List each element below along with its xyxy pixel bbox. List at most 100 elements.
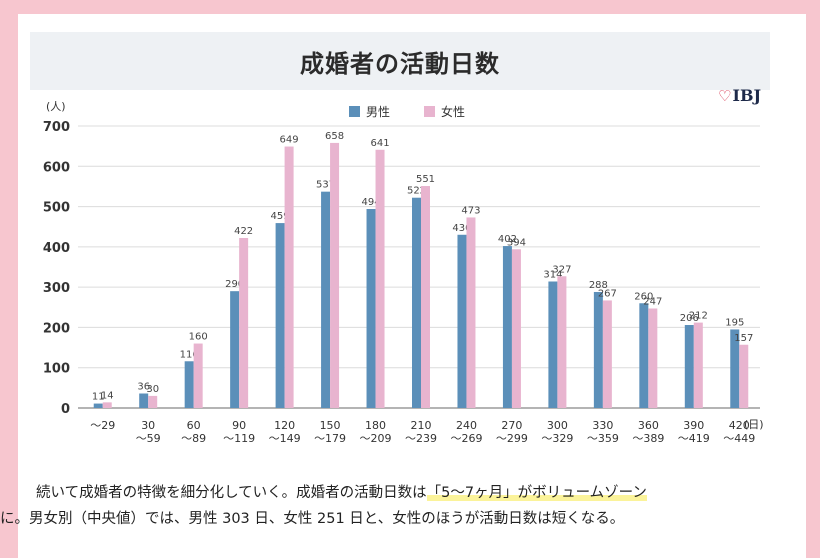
bar-male (457, 234, 467, 408)
data-label: 36 (137, 381, 150, 392)
legend-swatch (424, 106, 435, 117)
chart-title-band: 成婚者の活動日数 (30, 32, 770, 90)
bar-female (421, 186, 430, 408)
x-tick-label: 120 (274, 419, 295, 432)
data-label: 430 (452, 223, 471, 234)
data-label: 206 (680, 313, 699, 324)
data-label: 537 (316, 180, 335, 191)
data-label: 30 (146, 384, 159, 395)
bar-male (684, 325, 694, 408)
y-tick-label: 0 (61, 402, 70, 417)
x-tick-label: 330 (592, 419, 613, 432)
data-label: 394 (507, 237, 526, 248)
x-tick-label: 420 (729, 419, 750, 432)
data-label: 157 (734, 333, 753, 344)
x-tick-label: 270 (501, 419, 522, 432)
data-label: 195 (725, 317, 744, 328)
data-label: 116 (180, 349, 199, 360)
x-tick-label: 60 (187, 419, 201, 432)
legend-label: 男性 (366, 105, 390, 119)
chart-title: 成婚者の活動日数 (300, 49, 500, 78)
bar-female (602, 300, 612, 408)
bar-female (148, 395, 158, 408)
x-tick-label: 〜29 (90, 419, 115, 432)
bar-male (366, 208, 376, 408)
paragraph-line-1: 続いて成婚者の特徴を細分化していく。成婚者の活動日数は「5〜7ヶ月」がボリューム… (36, 480, 647, 506)
x-tick-label: 360 (638, 419, 659, 432)
bar-female (511, 249, 521, 408)
y-tick-label: 600 (43, 160, 70, 175)
data-label: 267 (598, 288, 617, 299)
bar-male (502, 246, 512, 408)
data-label: 649 (280, 135, 299, 146)
bar-male (730, 329, 740, 408)
x-tick-label: 〜59 (136, 432, 161, 445)
x-tick-label: 〜149 (269, 432, 301, 445)
x-unit-label: (日) (744, 418, 764, 431)
x-tick-label: 〜209 (360, 432, 392, 445)
bar-female (648, 308, 658, 408)
data-label: 327 (552, 264, 571, 275)
x-tick-label: 〜119 (223, 432, 255, 445)
highlighted-text: 「5〜7ヶ月」がボリュームゾーン (426, 485, 647, 501)
x-tick-label: 〜239 (405, 432, 437, 445)
data-label: 402 (498, 234, 517, 245)
bar-female (330, 142, 340, 409)
bar-female (102, 402, 112, 408)
heart-icon: ♡ (718, 87, 732, 105)
x-tick-label: 390 (683, 419, 704, 432)
x-tick-label: 〜89 (181, 432, 206, 445)
data-label: 290 (225, 279, 244, 290)
y-tick-label: 400 (43, 241, 70, 256)
x-tick-label: 〜329 (541, 432, 573, 445)
x-tick-label: 〜449 (723, 432, 755, 445)
bar-female (284, 146, 294, 408)
bar-male (275, 223, 285, 408)
paragraph-text: 続いて成婚者の特徴を細分化していく。成婚者の活動日数は (36, 485, 427, 501)
y-tick-label: 300 (43, 281, 70, 296)
data-label: 459 (271, 211, 290, 222)
bar-female (557, 276, 567, 408)
bar-female (239, 237, 249, 408)
logo-text: IBJ (732, 86, 762, 105)
y-tick-label: 500 (43, 201, 70, 216)
legend-label: 女性 (441, 104, 465, 119)
bar-male (321, 191, 331, 408)
x-tick-label: 〜419 (678, 432, 710, 445)
x-tick-label: 300 (547, 419, 568, 432)
x-tick-label: 180 (365, 419, 386, 432)
data-label: 160 (189, 332, 208, 343)
data-label: 551 (416, 174, 435, 185)
bar-male (139, 393, 149, 408)
bar-female (466, 217, 476, 408)
y-tick-label: 100 (43, 362, 70, 377)
x-tick-label: 〜299 (496, 432, 528, 445)
ibj-logo: ♡IBJ (718, 86, 761, 105)
bar-female (693, 322, 703, 408)
data-label: 494 (361, 197, 380, 208)
data-label: 314 (543, 270, 562, 281)
x-tick-label: 90 (232, 419, 246, 432)
bar-male (412, 197, 421, 408)
bar-female (193, 343, 203, 408)
data-label: 260 (634, 291, 653, 302)
legend-swatch (349, 106, 360, 117)
bar-female (375, 149, 385, 409)
x-tick-label: 〜389 (632, 432, 664, 445)
bar-male (593, 291, 603, 408)
y-tick-label: 200 (43, 321, 70, 336)
data-label: 658 (325, 131, 344, 142)
bar-male (184, 361, 194, 408)
bar-male (93, 403, 103, 408)
data-label: 641 (370, 138, 389, 149)
x-tick-label: 30 (141, 419, 155, 432)
x-tick-label: 240 (456, 419, 477, 432)
x-tick-label: 〜359 (587, 432, 619, 445)
bar-male (548, 281, 558, 408)
x-tick-label: 〜179 (314, 432, 346, 445)
bar-female (739, 344, 749, 408)
y-tick-label: 700 (43, 120, 70, 135)
data-label: 14 (101, 390, 114, 401)
bar-male (230, 291, 240, 408)
x-tick-label: 150 (320, 419, 341, 432)
